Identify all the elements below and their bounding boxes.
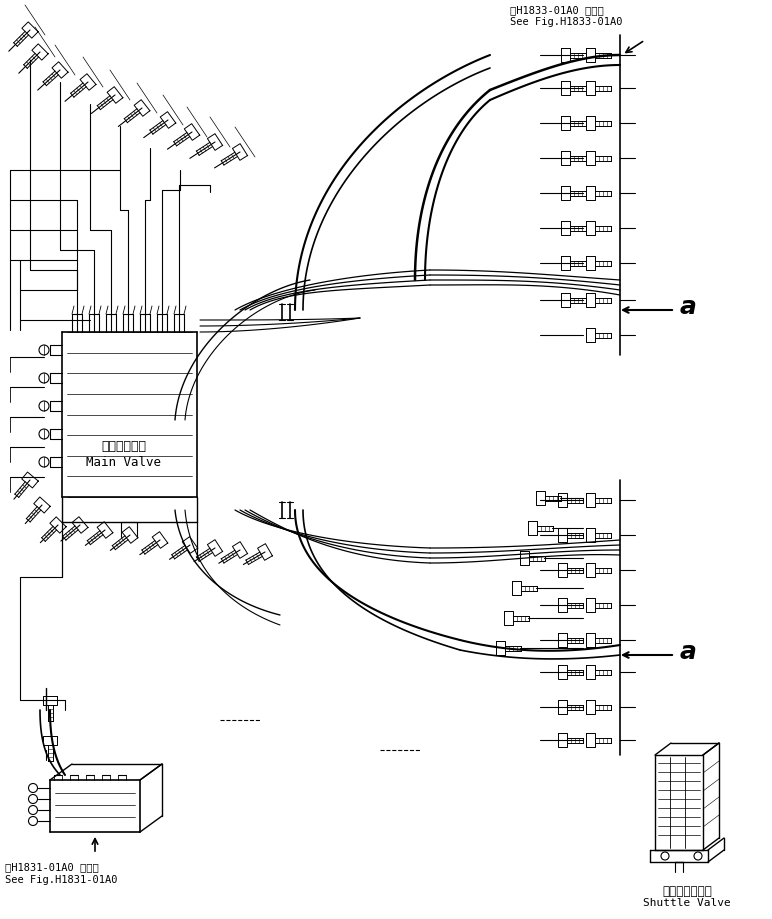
Text: 第H1833-01A0 図参照: 第H1833-01A0 図参照: [510, 5, 604, 15]
Text: Shuttle Valve: Shuttle Valve: [643, 898, 731, 908]
Text: 第H1831-01A0 図参照: 第H1831-01A0 図参照: [5, 862, 99, 872]
Text: Main Valve: Main Valve: [86, 456, 161, 469]
Text: See Fig.H1833-01A0: See Fig.H1833-01A0: [510, 17, 622, 27]
Text: a: a: [680, 640, 697, 664]
Text: シャトルバルブ: シャトルバルブ: [662, 885, 712, 898]
Text: メインバルブ: メインバルブ: [101, 440, 147, 453]
Text: a: a: [680, 295, 697, 319]
Text: See Fig.H1831-01A0: See Fig.H1831-01A0: [5, 875, 117, 885]
